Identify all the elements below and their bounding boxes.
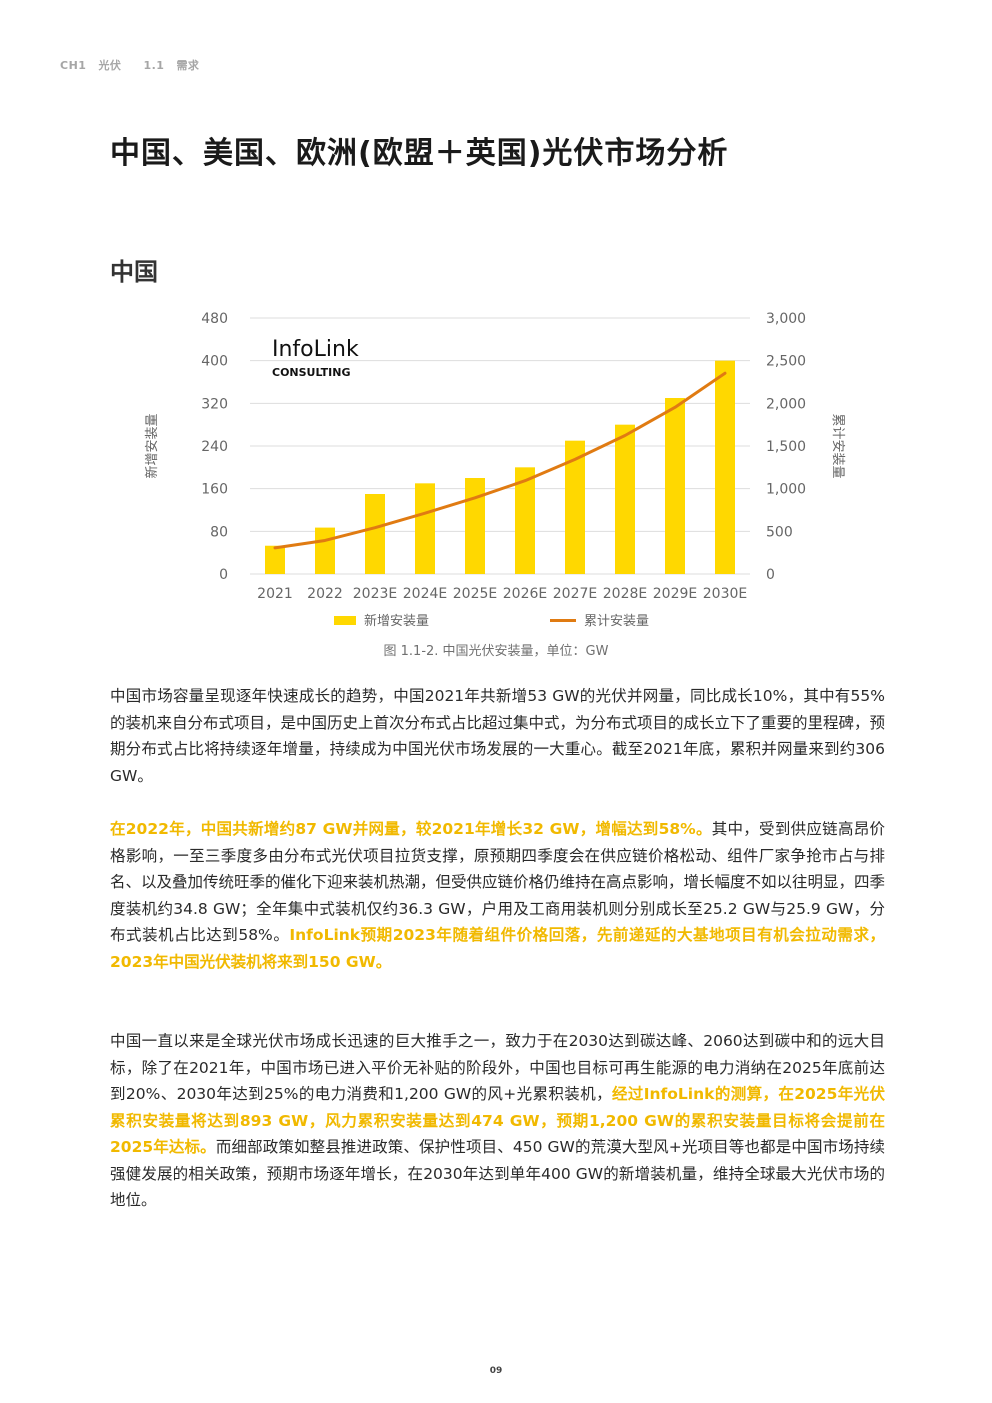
- x-tick-label: 2028E: [603, 586, 647, 602]
- page-number: 09: [489, 1366, 503, 1376]
- y2-tick-label: 2,500: [766, 354, 806, 370]
- body-text: 中国市场容量呈现逐年快速成长的趋势，中国2021年共新增53 GW的光伏并网量，…: [110, 687, 886, 785]
- y-axis-label: 新增安装量: [144, 413, 160, 478]
- x-tick-label: 2021: [257, 586, 293, 602]
- y2-tick-label: 3,000: [766, 311, 806, 327]
- bar: [265, 545, 285, 574]
- x-tick-label: 2023E: [353, 586, 397, 602]
- highlighted-text: 经过InfoLink的测算，在2025年光伏累积安装量将达到893 GW，风力累…: [110, 1085, 885, 1156]
- y-tick-label: 320: [201, 396, 228, 412]
- bar: [415, 483, 435, 574]
- installation-chart: 0 0 80 500 160 1,000 240 1,500 320 2,000 400 2,500 4…: [144, 311, 845, 629]
- x-tick-label: 2027E: [553, 586, 597, 602]
- paragraph-1: 中国市场容量呈现逐年快速成长的趋势，中国2021年共新增53 GW的光伏并网量，…: [110, 683, 885, 789]
- y-tick-label: 80: [210, 524, 228, 540]
- breadcrumb-section-name: 需求: [176, 59, 200, 72]
- bar: [615, 424, 635, 574]
- y-tick-label: 400: [201, 354, 228, 370]
- paragraph-2: 在2022年，中国共新增约87 GW并网量，较2021年增长32 GW，增幅达到…: [110, 816, 885, 975]
- bar: [565, 440, 585, 574]
- cumulative-line: [273, 371, 727, 550]
- y2-axis-label: 累计安装量: [830, 413, 845, 478]
- infolink-logo: InfoLink CONSULTING: [272, 337, 359, 379]
- breadcrumb-chapter-name: 光伏: [98, 59, 122, 72]
- bar: [715, 360, 735, 574]
- x-tick-label: 2024E: [403, 586, 447, 602]
- y-tick-label: 240: [201, 439, 228, 455]
- y-tick-label: 480: [201, 311, 228, 327]
- bar: [665, 398, 685, 574]
- body-text: 而细部政策如整县推进政策、保护性项目、450 GW的荒漠大型风+光项目等也都是中…: [110, 1138, 885, 1209]
- y2-tick-label: 500: [766, 524, 793, 540]
- legend-swatch-bar: [334, 616, 356, 625]
- page-title: 中国、美国、欧洲(欧盟＋英国)光伏市场分析: [110, 136, 729, 171]
- highlighted-text: 在2022年，中国共新增约87 GW并网量，较2021年增长32 GW，增幅达到…: [110, 820, 712, 838]
- legend-label-line: 累计安装量: [584, 614, 649, 629]
- chart-bars: [265, 360, 735, 574]
- x-tick-label: 2030E: [703, 586, 747, 602]
- y-tick-label: 160: [201, 482, 228, 498]
- y2-tick-label: 1,500: [766, 439, 806, 455]
- x-tick-label: 2022: [307, 586, 343, 602]
- bar: [515, 467, 535, 574]
- legend-label-bar: 新增安装量: [364, 613, 429, 629]
- y2-tick-label: 1,000: [766, 482, 806, 498]
- logo-name: InfoLink: [272, 337, 359, 362]
- section-title: 中国: [110, 258, 158, 286]
- x-tick-label: 2029E: [653, 586, 697, 602]
- chart-legend: 新增安装量 累计安装量: [334, 613, 649, 629]
- y-tick-label: 0: [219, 567, 228, 583]
- bar: [315, 527, 335, 574]
- breadcrumb: CH1 光伏 1.1 需求: [60, 57, 211, 73]
- chart-line: [273, 371, 727, 550]
- logo-sub: CONSULTING: [272, 366, 351, 379]
- chart-labels: 0 0 80 500 160 1,000 240 1,500 320 2,000 400 2,500 4…: [144, 311, 845, 602]
- y2-tick-label: 2,000: [766, 396, 806, 412]
- paragraph-3: 中国一直以来是全球光伏市场成长迅速的巨大推手之一，致力于在2030达到碳达峰、2…: [110, 1028, 885, 1214]
- highlighted-text: InfoLink预期2023年随着组件价格回落，先前递延的大基地项目有机会拉动需…: [110, 926, 886, 971]
- y2-tick-label: 0: [766, 567, 775, 583]
- body-text: 中国一直以来是全球光伏市场成长迅速的巨大推手之一，致力于在2030达到碳达峰、2…: [110, 1032, 885, 1103]
- bar: [365, 494, 385, 574]
- body-text: 其中，受到供应链高昂价格影响，一至三季度多由分布式光伏项目拉货支撑，原预期四季度…: [110, 820, 886, 944]
- breadcrumb-chapter: CH1: [60, 59, 87, 72]
- x-tick-label: 2026E: [503, 586, 547, 602]
- x-tick-label: 2025E: [453, 586, 497, 602]
- figure-caption: 图 1.1-2. 中国光伏安装量，单位：GW: [383, 644, 609, 659]
- breadcrumb-section: 1.1: [143, 59, 165, 72]
- bar: [465, 478, 485, 574]
